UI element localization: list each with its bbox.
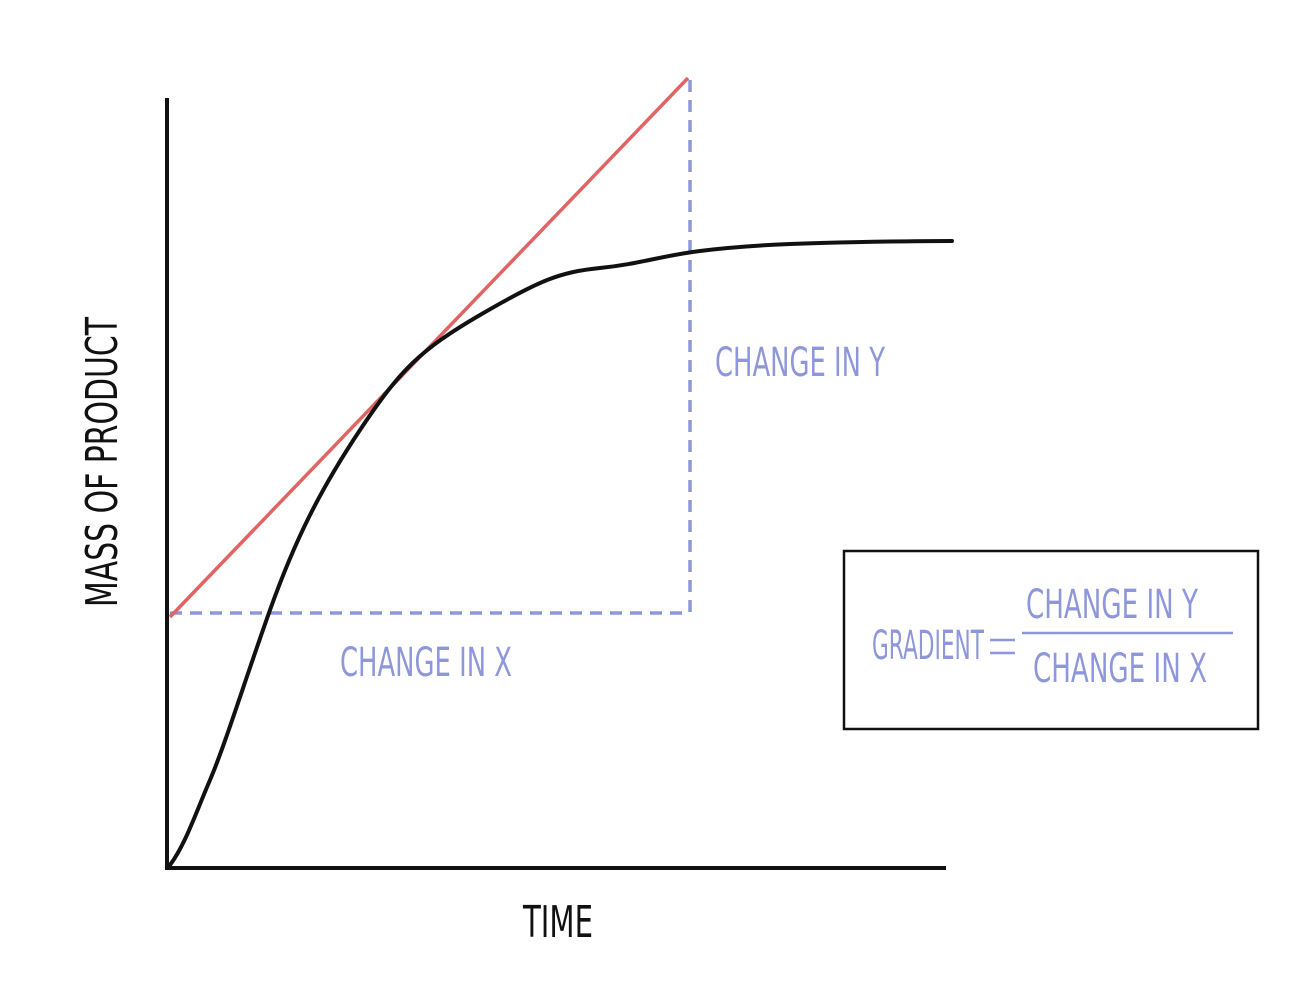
change-y-label: CHANGE IN Y [715, 340, 885, 386]
formula-name: GRADIENT [872, 623, 984, 669]
formula-numerator: CHANGE IN Y [1026, 582, 1198, 628]
x-axis-label: TIME [522, 897, 593, 948]
formula-denominator: CHANGE IN X [1033, 646, 1207, 692]
y-axis-label: MASS OF PRODUCT [77, 317, 128, 607]
formula-box [842, 549, 1260, 731]
change-x-label: CHANGE IN X [340, 640, 512, 686]
curve [168, 239, 954, 867]
